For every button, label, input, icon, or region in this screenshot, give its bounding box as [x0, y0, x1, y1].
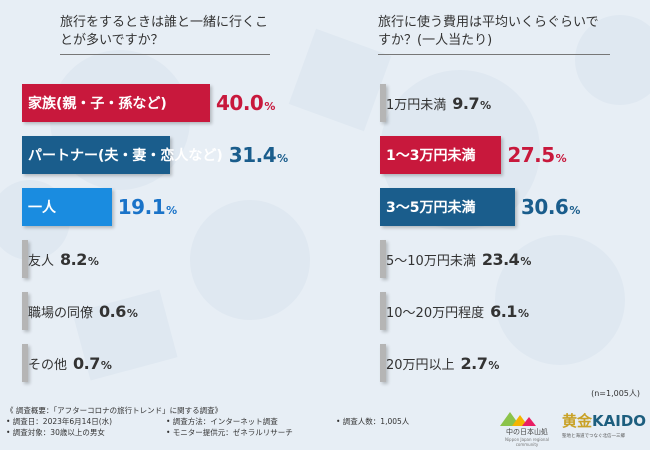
chart2-row: 1万円未満 9.7% [380, 84, 491, 122]
chart2-category-label: 10〜20万円程度 [386, 305, 485, 321]
chart1-bar [22, 136, 170, 174]
chart2-value-label: 30.6% [521, 195, 580, 219]
chart2-value-label: 2.7% [460, 353, 500, 373]
survey-provider: • モニター提供元：ゼネラルリサーチ [166, 428, 293, 437]
chart2-bar [380, 84, 386, 122]
nakanihon-logo: 中の日本山処 Nippon Japan regional community [498, 410, 556, 447]
chart1-bar [22, 292, 28, 330]
survey-summary-heading: 《 調査概要：「アフターコロナの旅行トレンド」に関する調査》 [6, 406, 223, 415]
survey-method: • 調査方法：インターネット調査 [166, 417, 278, 426]
chart2-category-label: 1〜3万円未満 [386, 148, 476, 164]
chart1-category-label: パートナー(夫・妻・恋人など) [28, 148, 223, 164]
chart1-bars: 家族(親・子・孫など) 40.0% パートナー(夫・妻・恋人など) 31.4% 一人 19… [22, 84, 342, 384]
survey-count: • 調査人数：1,005人 [336, 417, 410, 426]
chart2-category-label: 5〜10万円未満 [386, 253, 476, 269]
chart1-category-label: 職場の同僚 [28, 305, 94, 321]
chart2-bar [380, 344, 386, 382]
chart2-title: 旅行に使う費用は平均いくらぐらいですか？(一人当たり) [378, 14, 610, 55]
chart2-value-label: 27.5% [507, 143, 567, 167]
chart1-value-label: 19.1% [117, 195, 177, 219]
survey-summary: 《 調査概要：「アフターコロナの旅行トレンド」に関する調査》 • 調査日：202… [6, 405, 409, 438]
chart1-title: 旅行をするときは誰と一緒に行くことが多いですか？ [60, 14, 270, 55]
chart1-bar [22, 344, 28, 382]
chart1-category-label: その他 [28, 357, 68, 373]
chart2-row: 3〜5万円未満 30.6% [380, 188, 580, 226]
chart2-category-label: 3〜5万円未満 [386, 200, 476, 216]
chart2-bar [380, 240, 386, 278]
chart1-category-label: 友人 [28, 253, 55, 269]
chart2-value-label: 6.1% [490, 301, 529, 321]
chart2-bar [380, 292, 386, 330]
survey-date: • 調査日：2023年6月14日(水) [6, 417, 113, 426]
survey-summary-row: • 調査日：2023年6月14日(水) • 調査方法：インターネット調査 • 調… [6, 416, 409, 427]
chart1-row: 一人 19.1% [22, 188, 177, 226]
chart1-value-label: 0.7% [73, 353, 112, 373]
chart1-category-label: 家族(親・子・孫など) [28, 96, 167, 112]
chart1-value-label: 8.2% [60, 249, 99, 269]
chart1-value-label: 40.0% [216, 91, 275, 115]
chart2-row: 1〜3万円未満 27.5% [380, 136, 567, 174]
chart2-value-label: 23.4% [481, 249, 531, 269]
chart2-bar [380, 188, 515, 226]
chart1-bar [22, 84, 210, 122]
chart1-bar [22, 240, 28, 278]
chart1-bar [22, 188, 112, 226]
chart2-category-label: 20万円以上 [386, 357, 455, 373]
chart1-value-label: 31.4% [228, 143, 288, 167]
chart2-row: 5〜10万円未満 23.4% [380, 240, 531, 278]
mountain-logo-icon [500, 412, 536, 426]
chart2-category-label: 1万円未満 [386, 97, 447, 113]
chart2-bar [380, 136, 502, 174]
chart1-row: パートナー(夫・妻・恋人など) 31.4% [22, 136, 288, 174]
chart1-row: 職場の同僚 0.6% [22, 292, 138, 330]
chart2-row: 20万円以上 2.7% [380, 344, 499, 382]
sample-size-note: (n=1,005人) [591, 389, 640, 398]
chart1-value-label: 0.6% [99, 301, 138, 321]
chart1-category-label: 一人 [28, 200, 56, 216]
chart2-row: 10〜20万円程度 6.1% [380, 292, 529, 330]
chart1-row: その他 0.7% [22, 344, 112, 382]
chart2-value-label: 9.7% [452, 93, 491, 113]
chart1-row: 家族(親・子・孫など) 40.0% [22, 84, 275, 122]
kaido-logo: 黄金KAIDO 聖地と海道でつなぐ北信一三郷 [562, 412, 647, 439]
chart2-bars: 1万円未満 9.7% 1〜3万円未満 27.5% 3〜5万円未満 30.6% 5〜10万円未… [380, 84, 640, 384]
survey-target: • 調査対象：30歳以上の男女 [6, 428, 105, 437]
chart1-row: 友人 8.2% [22, 240, 99, 278]
survey-summary-row: • 調査対象：30歳以上の男女 • モニター提供元：ゼネラルリサーチ [6, 427, 409, 438]
